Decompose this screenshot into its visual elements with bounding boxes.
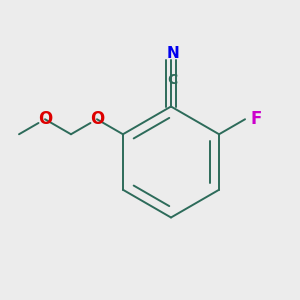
Text: O: O (38, 110, 52, 128)
Text: F: F (250, 110, 262, 128)
Text: O: O (90, 110, 104, 128)
Text: N: N (166, 46, 179, 62)
Text: C: C (167, 73, 178, 87)
